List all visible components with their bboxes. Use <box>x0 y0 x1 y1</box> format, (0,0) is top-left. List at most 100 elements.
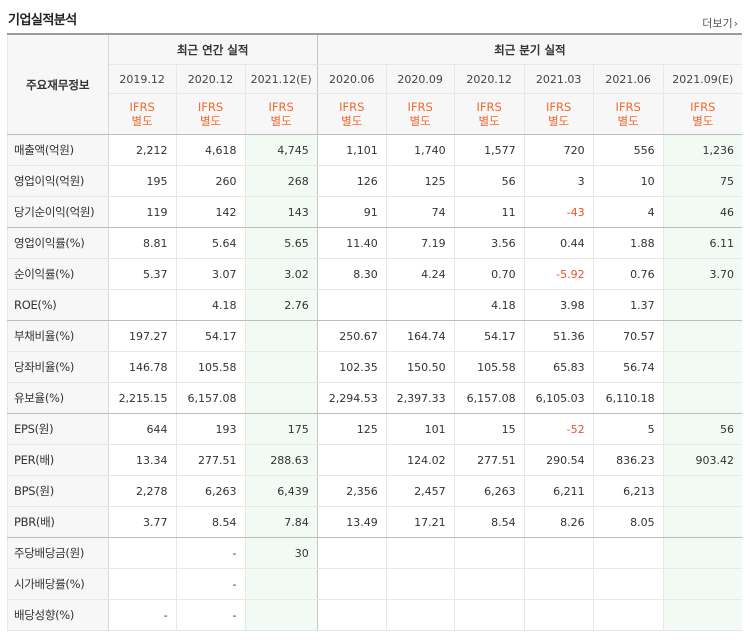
value-cell: 277.51 <box>175 444 245 476</box>
period-header: 2020.06 <box>316 64 387 94</box>
table-row: 영업이익률(%) 8.81 5.64 5.65 11.40 7.19 3.56 0.44 1.8… <box>7 227 742 259</box>
value-cell: 124.02 <box>385 444 455 476</box>
row-label: 당좌비율(%) <box>7 351 109 383</box>
value-cell: -5.92 <box>523 258 594 290</box>
value-cell <box>662 599 742 631</box>
value-cell: 75 <box>662 165 742 197</box>
value-cell: 142 <box>175 196 245 228</box>
period-header: 2019.12 <box>108 64 177 94</box>
value-cell: 143 <box>244 196 318 228</box>
value-cell: 644 <box>108 413 177 445</box>
value-cell <box>662 506 742 538</box>
standard-cell: IFRS 별도 <box>523 93 594 135</box>
value-cell: 70.57 <box>592 320 664 352</box>
value-cell: 3.77 <box>108 506 177 538</box>
value-cell: 8.81 <box>108 227 177 259</box>
table-row: 영업이익(억원) 195 260 268 126 125 56 3 10 75 <box>7 165 742 197</box>
standard-cell: IFRS 별도 <box>108 93 177 135</box>
table-row: PER(배) 13.34 277.51 288.63 124.02 277.51 290.5… <box>7 444 742 476</box>
value-cell <box>244 382 318 414</box>
value-cell: 836.23 <box>592 444 664 476</box>
value-cell: 8.30 <box>316 258 387 290</box>
value-cell: 56.74 <box>592 351 664 383</box>
value-cell: - <box>175 537 245 569</box>
value-cell: 6,213 <box>592 475 664 507</box>
value-cell: 7.19 <box>385 227 455 259</box>
row-label: 영업이익률(%) <box>7 227 109 259</box>
value-cell: 6,105.03 <box>523 382 594 414</box>
period-header: 2021.09(E) <box>662 64 742 94</box>
value-cell: 2,397.33 <box>385 382 455 414</box>
value-cell: 250.67 <box>316 320 387 352</box>
value-cell: -43 <box>523 196 594 228</box>
separate-label: 별도 <box>131 114 153 128</box>
value-cell <box>385 289 455 321</box>
table-row: 순이익률(%) 5.37 3.07 3.02 8.30 4.24 0.70 -5.92 0.76… <box>7 258 742 290</box>
value-cell: 260 <box>175 165 245 197</box>
value-cell: 2.76 <box>244 289 318 321</box>
value-cell: 4.18 <box>175 289 245 321</box>
value-cell: 54.17 <box>175 320 245 352</box>
standard-cell: IFRS 별도 <box>453 93 525 135</box>
value-cell: 288.63 <box>244 444 318 476</box>
table-row: EPS(원) 644 193 175 125 101 15 -52 5 56 <box>7 413 742 445</box>
value-cell <box>523 599 594 631</box>
value-cell <box>385 599 455 631</box>
value-cell: 6,263 <box>453 475 525 507</box>
period-header: 2020.12 <box>175 64 245 94</box>
separate-label: 별도 <box>478 114 500 128</box>
value-cell: 4.24 <box>385 258 455 290</box>
value-cell: 46 <box>662 196 742 228</box>
value-cell: 3.07 <box>175 258 245 290</box>
value-cell: 4,618 <box>175 134 245 166</box>
value-cell: 65.83 <box>523 351 594 383</box>
value-cell: 30 <box>244 537 318 569</box>
row-label: PBR(배) <box>7 506 109 538</box>
ifrs-label: IFRS <box>407 100 433 114</box>
more-link[interactable]: 더보기› <box>702 15 738 31</box>
standard-cell: IFRS 별도 <box>662 93 742 135</box>
value-cell: 13.34 <box>108 444 177 476</box>
value-cell: 277.51 <box>453 444 525 476</box>
value-cell: -52 <box>523 413 594 445</box>
separate-label: 별도 <box>341 114 363 128</box>
row-label: PER(배) <box>7 444 109 476</box>
value-cell: 10 <box>592 165 664 197</box>
row-label: ROE(%) <box>7 289 109 321</box>
value-cell: 195 <box>108 165 177 197</box>
value-cell: 2,278 <box>108 475 177 507</box>
standard-cell: IFRS 별도 <box>316 93 387 135</box>
value-cell <box>662 475 742 507</box>
value-cell: 5.65 <box>244 227 318 259</box>
value-cell: 3.56 <box>453 227 525 259</box>
table-row: PBR(배) 3.77 8.54 7.84 13.49 17.21 8.54 8.26 8.05 <box>7 506 742 538</box>
ifrs-label: IFRS <box>197 100 224 114</box>
value-cell: 8.54 <box>453 506 525 538</box>
value-cell <box>662 568 742 600</box>
standard-cell: IFRS 별도 <box>175 93 245 135</box>
table-row: 당좌비율(%) 146.78 105.58 102.35 150.50 105.58 65.… <box>7 351 742 383</box>
value-cell: 1,577 <box>453 134 525 166</box>
value-cell: 0.76 <box>592 258 664 290</box>
header-row-periods: 2019.12 2020.12 2021.12(E) 2020.06 2020.09 20… <box>8 64 742 94</box>
value-cell: 5.64 <box>175 227 245 259</box>
separate-label: 별도 <box>409 114 431 128</box>
value-cell: 2,457 <box>385 475 455 507</box>
value-cell: 74 <box>385 196 455 228</box>
value-cell: 4.18 <box>453 289 525 321</box>
value-cell: 126 <box>316 165 387 197</box>
table-row: 배당성향(%) - - <box>7 599 742 631</box>
value-cell: 2,212 <box>108 134 177 166</box>
header-row-groups: 주요재무정보 최근 연간 실적 최근 분기 실적 <box>7 33 742 135</box>
value-cell <box>108 568 177 600</box>
value-cell: 11.40 <box>316 227 387 259</box>
ifrs-label: IFRS <box>339 100 365 114</box>
value-cell: - <box>175 599 245 631</box>
value-cell <box>662 351 742 383</box>
value-cell: 164.74 <box>385 320 455 352</box>
row-label: EPS(원) <box>7 413 109 445</box>
table-row: 매출액(억원) 2,212 4,618 4,745 1,101 1,740 1,577 720… <box>7 134 742 166</box>
value-cell <box>108 289 177 321</box>
row-label: 매출액(억원) <box>7 134 109 166</box>
value-cell: 6,110.18 <box>592 382 664 414</box>
